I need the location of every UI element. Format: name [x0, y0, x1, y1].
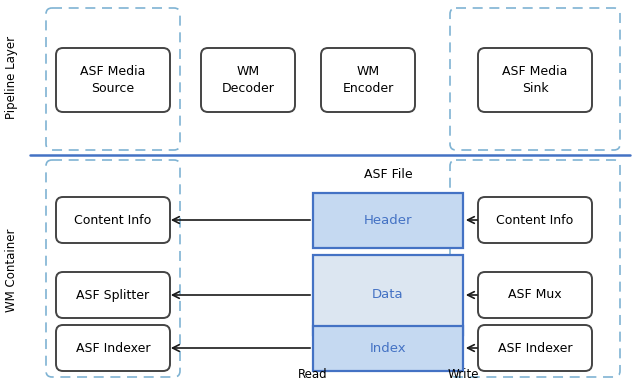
Text: ASF Media
Sink: ASF Media Sink [502, 65, 568, 95]
Text: Pipeline Layer: Pipeline Layer [6, 36, 19, 119]
Text: Content Info: Content Info [497, 214, 573, 226]
Text: Data: Data [372, 288, 404, 301]
Text: ASF Indexer: ASF Indexer [498, 341, 572, 355]
FancyBboxPatch shape [201, 48, 295, 112]
FancyBboxPatch shape [321, 48, 415, 112]
FancyBboxPatch shape [56, 48, 170, 112]
Text: ASF Splitter: ASF Splitter [76, 288, 150, 301]
Text: WM Container: WM Container [6, 228, 19, 312]
Bar [313, 325, 463, 370]
FancyBboxPatch shape [478, 48, 592, 112]
Text: ASF File: ASF File [364, 169, 412, 181]
FancyBboxPatch shape [478, 197, 592, 243]
Text: Write: Write [447, 368, 479, 382]
Text: WM
Encoder: WM Encoder [342, 65, 394, 95]
Bar [313, 192, 463, 248]
Text: WM
Decoder: WM Decoder [221, 65, 275, 95]
Text: ASF Mux: ASF Mux [508, 288, 562, 301]
Text: Header: Header [364, 214, 412, 226]
FancyBboxPatch shape [478, 272, 592, 318]
Bar [313, 255, 463, 335]
Text: Content Info: Content Info [74, 214, 152, 226]
FancyBboxPatch shape [56, 197, 170, 243]
FancyBboxPatch shape [56, 325, 170, 371]
Text: Read: Read [298, 368, 328, 382]
Text: Index: Index [370, 341, 406, 355]
Text: ASF Media
Source: ASF Media Source [80, 65, 146, 95]
FancyBboxPatch shape [56, 272, 170, 318]
FancyBboxPatch shape [478, 325, 592, 371]
Text: ASF Indexer: ASF Indexer [76, 341, 150, 355]
